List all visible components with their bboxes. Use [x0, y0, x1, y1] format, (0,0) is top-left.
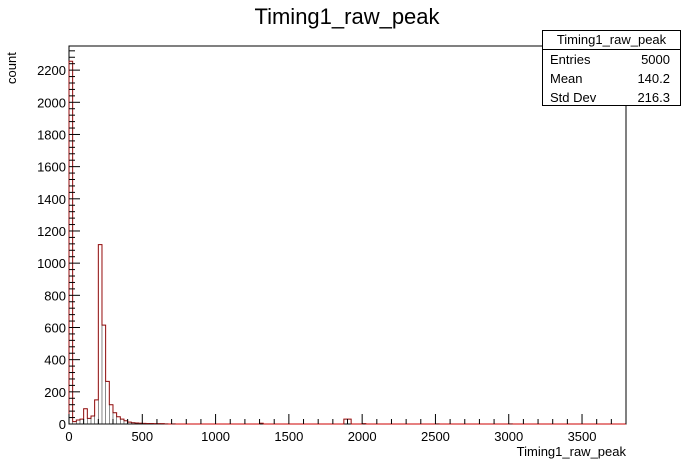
- y-tick-label: 1800: [37, 127, 66, 142]
- histogram-bin: [68, 60, 73, 425]
- chart-title: Timing1_raw_peak: [254, 4, 440, 29]
- x-tick-label: 500: [131, 429, 153, 444]
- y-tick-label: 200: [44, 385, 66, 400]
- stats-mean-label: Mean: [550, 71, 583, 86]
- stats-entries-row: Entries 5000: [543, 50, 680, 69]
- stats-stddev-label: Std Dev: [550, 90, 597, 105]
- x-tick-label: 1500: [274, 429, 303, 444]
- histogram-bin: [130, 422, 136, 425]
- y-tick-label: 2200: [37, 63, 66, 78]
- y-tick-label: 1200: [37, 224, 66, 239]
- histogram-bin: [79, 418, 84, 425]
- histogram-bin: [347, 418, 352, 425]
- stats-stddev-row: Std Dev 216.3: [543, 88, 680, 107]
- stats-box: Timing1_raw_peak Entries 5000 Mean 140.2…: [542, 30, 681, 106]
- stats-mean-row: Mean 140.2: [543, 69, 680, 88]
- x-tick-label: 0: [65, 429, 72, 444]
- y-tick-label: 600: [44, 320, 66, 335]
- histogram-bin: [116, 416, 121, 425]
- histogram-bin: [109, 404, 114, 425]
- y-tick-label: 800: [44, 288, 66, 303]
- y-tick-label: 1400: [37, 192, 66, 207]
- y-tick-label: 1600: [37, 160, 66, 175]
- histogram-bin: [101, 324, 106, 425]
- stats-entries-value: 5000: [641, 52, 670, 67]
- histogram-series: [68, 60, 626, 425]
- histogram-bin: [98, 244, 103, 425]
- y-tick-label: 2000: [37, 95, 66, 110]
- y-tick-label: 1000: [37, 256, 66, 271]
- histogram-bin: [343, 418, 348, 425]
- plot-area: 0 500 1000 1500 2000 2500 3000 3500 0 200 400 600 80…: [37, 45, 627, 444]
- x-tick-label: 2500: [421, 429, 450, 444]
- y-axis-label: count: [4, 52, 19, 84]
- histogram-bin: [120, 418, 125, 425]
- stats-title: Timing1_raw_peak: [543, 31, 680, 50]
- stats-entries-label: Entries: [550, 52, 591, 67]
- x-axis-label: Timing1_raw_peak: [517, 444, 627, 459]
- histogram-bin: [87, 418, 92, 425]
- histogram-bin: [76, 419, 81, 425]
- y-tick-label: 0: [59, 417, 66, 432]
- x-tick-label: 3000: [494, 429, 523, 444]
- x-tick-label: 1000: [201, 429, 230, 444]
- histogram-bin: [94, 399, 99, 425]
- histogram-bin: [112, 412, 117, 425]
- stats-stddev-value: 216.3: [637, 90, 670, 105]
- histogram-bin: [105, 381, 110, 425]
- stats-mean-value: 140.2: [637, 71, 670, 86]
- x-tick-label: 3500: [568, 429, 597, 444]
- histogram-bin: [127, 421, 132, 425]
- histogram-bin: [83, 408, 88, 425]
- histogram-bin: [90, 415, 95, 425]
- y-tick-label: 400: [44, 353, 66, 368]
- x-tick-label: 2000: [348, 429, 377, 444]
